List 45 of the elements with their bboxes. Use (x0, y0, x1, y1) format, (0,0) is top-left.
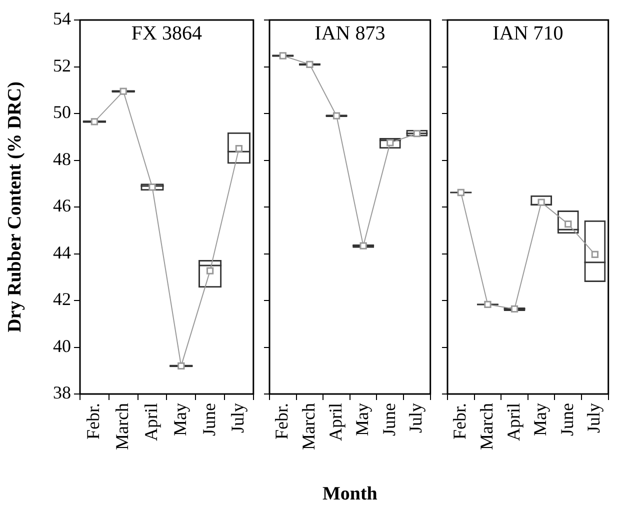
y-tick-label: 44 (53, 242, 71, 262)
y-tick-label: 46 (53, 196, 71, 216)
x-tick-label: May (530, 403, 550, 436)
x-tick-label: June (556, 402, 577, 436)
point (90, 118, 98, 126)
x-tick-label: April (140, 403, 161, 441)
x-tick-label: July (406, 403, 426, 434)
point (457, 188, 464, 196)
x-tick-label: May (170, 403, 190, 436)
y-axis-title: Dry Rubber Content (% DRC) (4, 82, 26, 332)
x-tick-label: March (112, 403, 132, 450)
y-tick-label: 40 (53, 336, 71, 356)
point (178, 362, 185, 370)
y-tick-label: 42 (53, 289, 71, 310)
x-tick-label: March (476, 403, 496, 450)
x-axis-title: Month (322, 484, 378, 505)
x-tick-label: June (198, 402, 219, 436)
point (332, 112, 340, 120)
y-tick-label: 38 (53, 382, 71, 403)
x-tick-label: July (584, 403, 604, 434)
point (510, 305, 518, 312)
point (591, 250, 599, 258)
x-tick-label: April (325, 403, 346, 441)
chart-title: IAN 873 (314, 22, 386, 44)
point (360, 242, 367, 250)
point (413, 130, 421, 138)
point (279, 52, 286, 60)
y-tick-label: 48 (53, 148, 71, 169)
point (306, 60, 314, 68)
x-tick-label: Febr. (83, 403, 104, 440)
x-tick-label: July (228, 403, 248, 434)
chart-title: FX 3864 (131, 22, 202, 44)
chart-title: IAN 710 (492, 22, 564, 44)
x-tick-label: May (352, 403, 372, 436)
point (120, 88, 127, 95)
x-tick-label: March (298, 403, 318, 450)
x-tick-label: June (378, 402, 399, 436)
x-tick-label: Febr. (272, 403, 292, 440)
y-tick-label: 50 (53, 102, 71, 122)
point (148, 184, 156, 191)
x-tick-label: April (503, 403, 524, 441)
point (484, 300, 492, 308)
y-tick-label: 54 (53, 8, 71, 29)
x-tick-label: Febr. (450, 403, 470, 440)
y-tick-label: 52 (53, 55, 71, 76)
